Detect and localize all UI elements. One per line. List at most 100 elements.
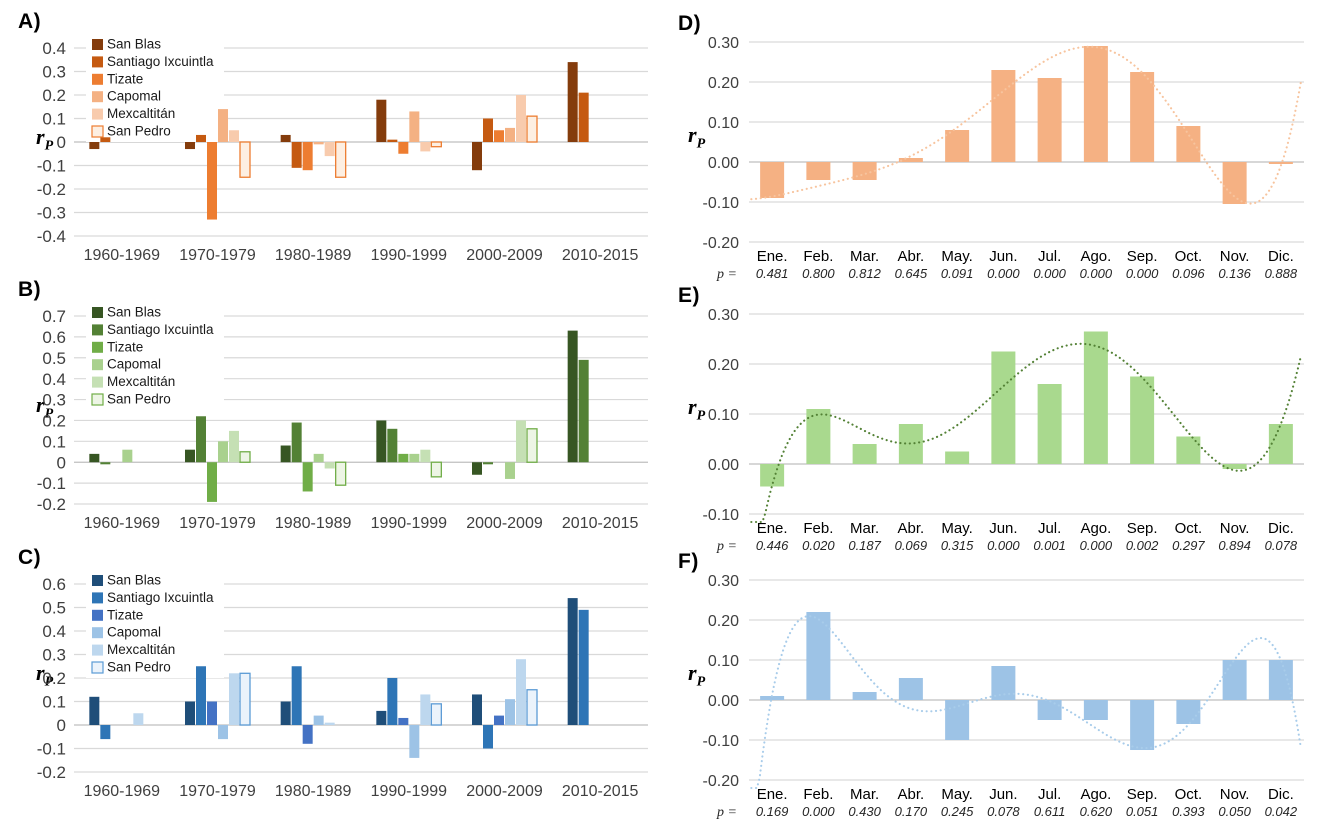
x-category-label: 1970-1979 [179, 783, 256, 800]
y-tick-label: 0.20 [708, 357, 739, 374]
bar-san-pedro [239, 141, 251, 178]
y-tick-label: 0.2 [42, 86, 66, 105]
p-value: 0.297 [1172, 538, 1205, 553]
month-label: Feb. [803, 786, 833, 803]
y-tick-label: 0.1 [42, 432, 66, 451]
bar-mexcaltitán [324, 462, 335, 469]
month-label: Dic. [1268, 248, 1294, 265]
legend-swatch [92, 341, 103, 353]
ylabel-sub: P [44, 406, 54, 422]
y-tick-label: 0.5 [42, 599, 66, 618]
legend-swatch [92, 307, 103, 318]
legend-swatch [92, 108, 103, 120]
legend-swatch [92, 359, 103, 371]
legend-label: Capomal [107, 625, 161, 640]
bar-tizate [398, 142, 409, 154]
bar-san-blas [280, 134, 291, 142]
p-value: 0.430 [848, 804, 881, 819]
legend-swatch [92, 91, 103, 103]
month-label: Jul. [1038, 520, 1061, 537]
y-tick-label: -0.10 [703, 733, 740, 750]
legend-label: Capomal [107, 89, 161, 104]
ylabel-base: r [36, 124, 45, 149]
bar-san-blas [472, 142, 482, 171]
bar-santiago-ixcuintla [578, 92, 589, 142]
legend-label: Tizate [107, 71, 143, 86]
x-category-label: 2010-2015 [562, 783, 639, 800]
legend-label: Mexcaltitán [107, 374, 175, 389]
legend-label: Santiago Ixcuintla [107, 322, 214, 337]
y-tick-label: -0.4 [37, 227, 66, 246]
p-value: 0.620 [1080, 804, 1113, 819]
bar-mexcaltitán [516, 420, 526, 463]
bar-mexcaltitán [420, 449, 431, 463]
bar-san-pedro [526, 115, 538, 143]
p-value: 0.000 [1033, 266, 1066, 281]
legend-swatch [92, 56, 103, 68]
bar-Dic [1268, 162, 1293, 164]
month-label: Ene. [757, 520, 788, 537]
panel-B: B) rP 0.7 0.6 0.5 0.4 0.3 0.2 0.1 0 -0.1 -0.2 1960… [8, 276, 658, 542]
x-category-label: 1990-1999 [371, 515, 448, 532]
y-tick-label: 0.00 [708, 693, 739, 710]
y-tick-label: -0.10 [703, 195, 740, 212]
y-tick-label: 0.2 [42, 669, 66, 688]
chart-F: 0.300.200.100.00-0.10-0.20Ene.0.169Feb.0… [703, 573, 1304, 820]
y-tick-label: -0.2 [37, 180, 66, 199]
bar-san-blas [472, 694, 482, 725]
bar-santiago-ixcuintla [578, 609, 589, 725]
bar-san-pedro [430, 141, 442, 148]
legend-swatch [92, 644, 103, 656]
y-tick-label: 0.30 [708, 307, 739, 324]
bar-tizate [207, 142, 217, 220]
bar-Oct [1176, 700, 1201, 724]
month-label: May. [941, 786, 972, 803]
month-label: Sep. [1127, 520, 1158, 537]
bar-san-blas [185, 449, 195, 463]
month-label: Abr. [898, 248, 925, 265]
bar-san-blas [567, 62, 578, 142]
bar-san-blas [185, 142, 195, 150]
legend-swatch [92, 324, 103, 336]
legend-label: Tizate [107, 607, 143, 622]
bar-mexcaltitán [516, 95, 526, 142]
bar-May [945, 130, 970, 162]
bar-Jul [1037, 384, 1062, 464]
ylabel-sub: P [696, 674, 706, 690]
ylabel-sub: P [44, 674, 54, 690]
y-tick-label: 0 [57, 133, 66, 152]
bar-santiago-ixcuintla [483, 725, 493, 749]
panel-F-label: F) [678, 550, 699, 573]
bar-Sep [1130, 72, 1155, 162]
month-label: Nov. [1220, 786, 1250, 803]
x-category-label: 1980-1989 [275, 783, 352, 800]
y-tick-label: 0.10 [708, 407, 739, 424]
p-value: 0.170 [895, 804, 928, 819]
bar-capomal [505, 699, 515, 725]
p-value: 0.051 [1126, 804, 1159, 819]
y-tick-label: -0.10 [703, 507, 740, 524]
legend-label: San Blas [107, 573, 161, 588]
p-value: 0.645 [895, 266, 928, 281]
bar-capomal [313, 453, 324, 463]
bar-Sep [1130, 700, 1155, 750]
bar-Mar [852, 444, 877, 464]
panel-D-label: D) [678, 12, 702, 35]
bar-Ene [760, 464, 785, 487]
p-value: 0.020 [802, 538, 835, 553]
bar-san-blas [376, 99, 387, 142]
legend-swatch [92, 592, 103, 604]
bar-san-blas [567, 330, 578, 463]
bar-mexcaltitán [420, 694, 431, 725]
panel-A-y-axis-label: rP [36, 124, 53, 154]
y-tick-label: 0.4 [42, 622, 66, 641]
legend-label: Tizate [107, 339, 143, 354]
bar-san-blas [185, 701, 195, 725]
bar-santiago-ixcuintla [387, 428, 398, 463]
y-tick-label: -0.2 [37, 763, 66, 782]
month-label: Jun. [989, 248, 1017, 265]
y-tick-label: 0.00 [708, 457, 739, 474]
bar-santiago-ixcuintla [387, 678, 398, 725]
panel-D-y-axis-label: rP [688, 122, 705, 152]
